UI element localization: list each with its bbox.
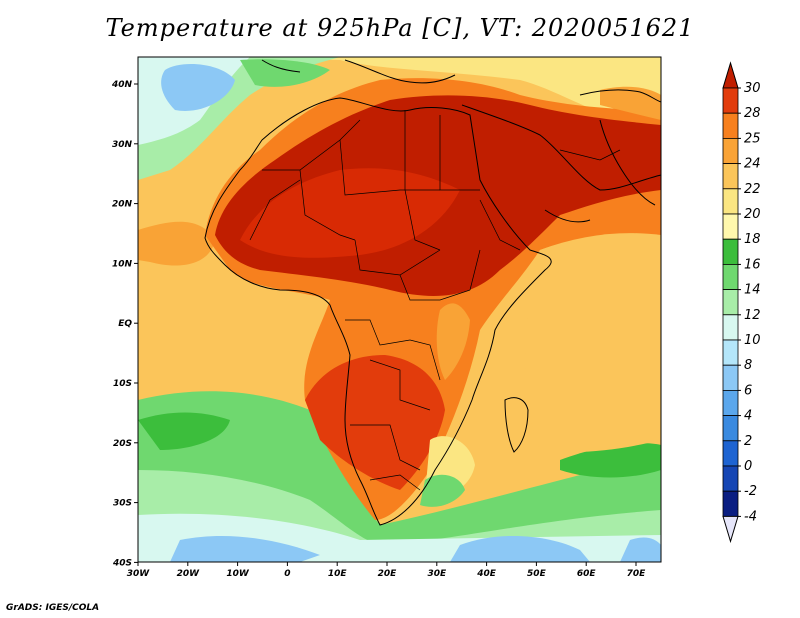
colorbar-label: 2: [744, 434, 752, 449]
colorbar-label: 0: [744, 459, 752, 474]
colorbar-label: 10: [744, 333, 761, 348]
colorbar-segment: [722, 137, 739, 164]
lat-tick-label: 30N: [112, 140, 133, 150]
colorbar-label: -2: [744, 484, 757, 499]
lon-tick-label: 30W: [127, 569, 151, 579]
colorbar-segment: [722, 314, 739, 341]
lon-tick-label: 0: [284, 569, 290, 579]
lat-tick-label: 40N: [111, 80, 133, 90]
lat-tick-label: 20S: [113, 439, 132, 449]
coastlines: [204, 59, 662, 526]
lat-tick-label: 20N: [112, 200, 133, 210]
colorbar-label: 6: [744, 383, 752, 398]
colorbar-bottom-arrow: [722, 515, 739, 544]
lon-tick-label: 50E: [527, 569, 547, 579]
lon-tick-label: 60E: [577, 569, 597, 579]
colorbar-label: -4: [744, 509, 757, 524]
colorbar-segment: [722, 263, 739, 290]
lon-tick-label: 20W: [177, 569, 201, 579]
colorbar-label: 20: [744, 207, 761, 222]
colorbar-segment: [722, 87, 739, 114]
longitude-axis: 30W 20W 10W 0 10E 20E 30E 40E 50E 60E 70E: [127, 562, 646, 579]
lon-tick-label: 40E: [476, 569, 497, 579]
lat-tick-label: 10N: [112, 259, 133, 269]
colorbar-segment: [722, 112, 739, 139]
map-frame: [137, 56, 662, 563]
colorbar-segment: [722, 440, 739, 467]
colorbar-segment: [722, 465, 739, 492]
colorbar-segment: [722, 364, 739, 391]
colorbar-segment: [722, 289, 739, 316]
lat-tick-label: 40S: [112, 558, 132, 568]
colorbar-label: 22: [744, 182, 761, 197]
colorbar-segment: [722, 389, 739, 416]
colorbar-top-arrow: [722, 61, 739, 89]
colorbar-label: 25: [744, 131, 761, 146]
lat-tick-label: 30S: [113, 499, 132, 509]
colorbar-label: 14: [744, 283, 761, 298]
colorbar-segment: [722, 339, 739, 366]
colorbar-label: 8: [744, 358, 752, 373]
colorbar-label: 4: [744, 409, 752, 424]
colorbar-segment: [722, 490, 739, 517]
colorbar-label: 24: [744, 157, 761, 172]
colorbar-label: 18: [744, 232, 761, 247]
credit-text: GrADS: IGES/COLA: [6, 603, 100, 613]
colorbar-label: 16: [744, 257, 761, 272]
map-title: Temperature at 925hPa [C], VT: 202005162…: [105, 14, 695, 42]
lat-tick-label: 10S: [113, 379, 132, 389]
temperature-field: [138, 57, 661, 562]
colorbar-segment: [722, 415, 739, 442]
colorbar-label: 28: [744, 106, 761, 121]
lon-tick-label: 30E: [427, 569, 447, 579]
colorbar-label: 12: [744, 308, 761, 323]
lon-tick-label: 70E: [627, 569, 647, 579]
colorbar-segment: [722, 163, 739, 190]
latitude-axis: 40N 30N 20N 10N EQ 10S 20S 30S 40S: [111, 80, 138, 568]
colorbar-label: 30: [744, 81, 761, 96]
lat-tick-label: EQ: [118, 319, 132, 329]
lon-tick-label: 10W: [226, 569, 250, 579]
lon-tick-label: 20E: [378, 569, 398, 579]
colorbar-segment: [722, 238, 739, 265]
lon-tick-label: 10E: [328, 569, 348, 579]
colorbar-segment: [722, 188, 739, 215]
country-borders: [249, 110, 621, 491]
colorbar-segment: [722, 213, 739, 240]
